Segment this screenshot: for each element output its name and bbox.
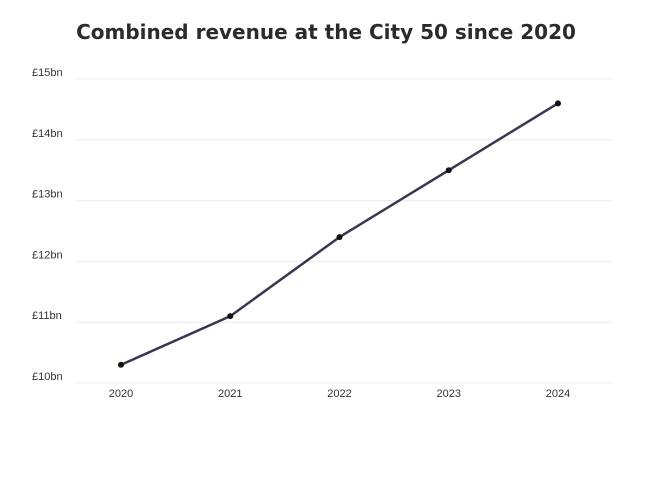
data-points — [118, 100, 561, 368]
y-tick-label: £10bn — [32, 371, 63, 383]
data-point — [336, 234, 343, 241]
y-axis-tick-labels: £10bn £11bn £12bn £13bn £14bn £15bn — [32, 67, 63, 383]
x-tick-label: 2022 — [327, 388, 351, 400]
series-line — [119, 102, 560, 367]
y-tick-label: £13bn — [32, 189, 63, 201]
data-point — [555, 100, 561, 107]
chart-title: Combined revenue at the City 50 since 20… — [76, 20, 576, 44]
gridlines — [76, 78, 612, 384]
data-point — [118, 361, 124, 368]
x-tick-label: 2021 — [218, 388, 242, 400]
data-point — [227, 313, 234, 320]
x-tick-label: 2020 — [109, 388, 133, 400]
x-tick-label: 2024 — [546, 388, 570, 400]
y-tick-label: £14bn — [32, 128, 63, 140]
x-tick-label: 2023 — [437, 388, 461, 400]
x-axis-tick-labels: 2020 2021 2022 2023 2024 — [109, 388, 570, 400]
y-tick-label: £11bn — [32, 310, 62, 322]
y-tick-label: £12bn — [32, 249, 63, 261]
data-point — [445, 167, 452, 174]
y-tick-label: £15bn — [32, 67, 63, 79]
